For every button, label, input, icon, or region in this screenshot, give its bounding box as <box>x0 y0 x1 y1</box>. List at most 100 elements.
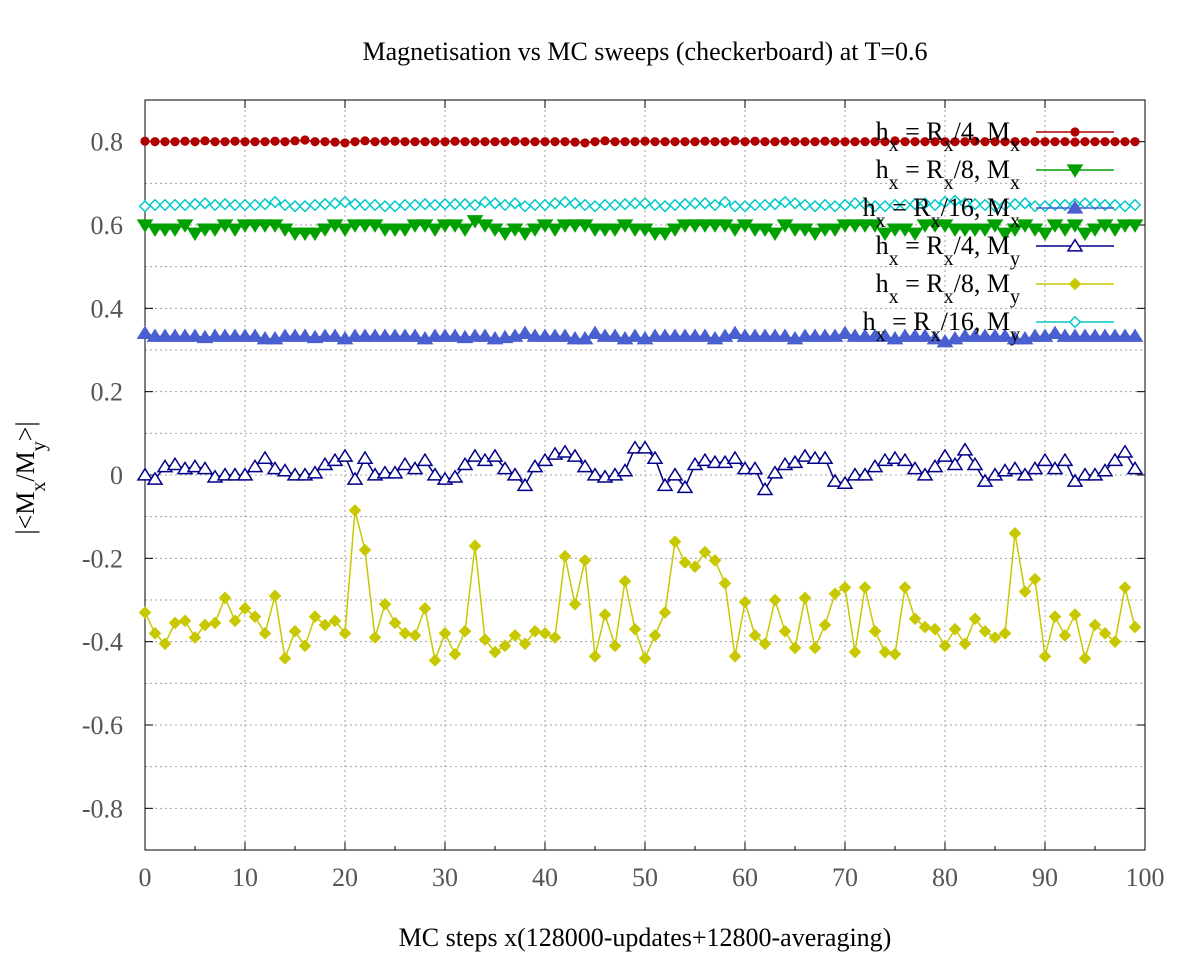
data-point <box>246 328 264 342</box>
data-point <box>178 198 192 212</box>
data-point <box>798 198 812 212</box>
data-point <box>150 137 160 147</box>
data-point <box>696 219 714 233</box>
data-point <box>798 591 812 605</box>
data-point <box>1116 444 1134 458</box>
series-layer <box>136 135 1144 667</box>
data-point <box>978 624 992 638</box>
data-point <box>520 137 530 147</box>
data-point <box>438 197 452 211</box>
data-point <box>618 197 632 211</box>
data-point <box>306 465 324 479</box>
data-point <box>406 219 424 233</box>
data-point <box>898 581 912 594</box>
data-point <box>316 223 334 237</box>
data-point <box>440 137 450 147</box>
data-point <box>346 328 364 342</box>
data-point <box>1076 227 1094 242</box>
data-point <box>166 456 184 471</box>
data-point <box>778 195 792 209</box>
data-point <box>906 461 924 475</box>
data-point <box>1128 198 1142 212</box>
data-point <box>466 448 484 462</box>
data-point <box>248 198 262 212</box>
data-point <box>1086 223 1104 237</box>
data-point <box>966 223 984 237</box>
data-point <box>148 627 162 640</box>
data-point <box>996 227 1014 242</box>
data-point <box>838 581 852 594</box>
data-point <box>918 197 932 210</box>
data-point <box>1020 137 1030 147</box>
data-point <box>300 135 310 145</box>
data-point <box>590 137 600 147</box>
data-point <box>296 227 314 242</box>
data-point <box>998 198 1012 212</box>
data-point <box>930 137 940 147</box>
data-point <box>756 481 774 496</box>
data-point <box>968 612 982 626</box>
data-point <box>920 137 930 147</box>
data-point <box>960 137 970 147</box>
data-point <box>676 479 694 494</box>
data-point <box>190 137 200 147</box>
data-point <box>1006 461 1024 475</box>
series-line <box>144 219 1135 235</box>
data-point <box>976 328 994 342</box>
data-point <box>286 328 304 342</box>
data-point <box>258 627 272 640</box>
data-point <box>836 475 854 489</box>
data-point <box>206 223 224 237</box>
data-point <box>670 137 680 147</box>
data-point <box>936 448 954 462</box>
data-point <box>808 641 822 655</box>
data-point <box>226 328 244 342</box>
data-point <box>1076 328 1094 342</box>
data-point <box>318 197 332 211</box>
data-point <box>926 219 944 233</box>
data-point <box>170 137 180 147</box>
data-point <box>938 195 952 209</box>
data-point <box>220 137 230 147</box>
data-point <box>836 219 854 233</box>
data-point <box>1068 608 1082 621</box>
data-point <box>480 137 490 147</box>
data-point <box>310 137 320 147</box>
data-point <box>278 652 292 665</box>
data-point <box>398 627 412 640</box>
legend-item: hx = Rx/16, My <box>863 307 1114 346</box>
data-point <box>328 614 342 628</box>
data-point <box>510 136 520 146</box>
data-point <box>228 198 242 212</box>
data-point <box>236 219 254 233</box>
data-point <box>458 624 472 638</box>
data-point <box>318 618 332 632</box>
data-point <box>236 328 254 342</box>
data-point <box>336 223 354 237</box>
legend-item: hx = Rx/8, Mx <box>876 155 1114 194</box>
data-point <box>956 223 974 237</box>
data-point <box>538 198 552 212</box>
data-point <box>468 539 482 553</box>
data-point <box>216 328 234 342</box>
data-point <box>1126 461 1144 475</box>
data-point <box>1110 137 1120 147</box>
data-point <box>856 219 874 233</box>
data-point <box>810 137 820 147</box>
data-point <box>516 227 534 242</box>
data-point <box>446 469 464 483</box>
data-point <box>376 223 394 237</box>
data-point <box>456 456 474 471</box>
data-point <box>940 137 950 147</box>
data-point <box>346 219 364 233</box>
data-point <box>676 219 694 233</box>
data-point <box>416 452 434 467</box>
data-point <box>758 198 772 212</box>
data-point <box>396 223 414 237</box>
data-point <box>966 456 984 471</box>
data-point <box>796 448 814 462</box>
data-point <box>536 328 554 342</box>
data-point <box>848 197 862 210</box>
data-point <box>726 223 744 237</box>
